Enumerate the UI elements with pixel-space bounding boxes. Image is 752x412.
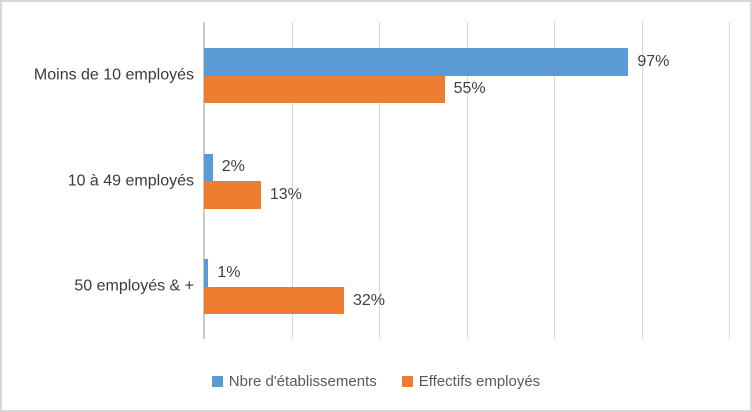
data-label: 55% bbox=[453, 80, 486, 98]
category-label: Moins de 10 employés bbox=[33, 66, 194, 84]
bar-series1-cat1 bbox=[204, 48, 629, 76]
bar-series2-cat1 bbox=[204, 75, 445, 103]
gridline bbox=[641, 22, 643, 339]
legend-item-establishments: Nbre d'établissements bbox=[211, 373, 377, 390]
data-label: 97% bbox=[637, 52, 670, 70]
data-label: 1% bbox=[217, 264, 241, 282]
bar-series1-cat3 bbox=[204, 259, 209, 287]
legend: Nbre d'établissements Effectifs employés bbox=[2, 373, 750, 390]
gridline bbox=[729, 22, 730, 339]
gridline bbox=[379, 22, 380, 339]
category-label: 10 à 49 employés bbox=[67, 171, 194, 189]
legend-item-employees: Effectifs employés bbox=[401, 373, 541, 390]
legend-marker-orange-icon bbox=[401, 376, 413, 387]
category-label: 50 employés & + bbox=[74, 277, 194, 295]
legend-marker-blue-icon bbox=[211, 376, 223, 387]
gridline bbox=[291, 22, 293, 339]
bar-series2-cat3 bbox=[204, 286, 344, 315]
data-label: 13% bbox=[269, 185, 302, 203]
legend-label-establishments: Nbre d'établissements bbox=[228, 373, 377, 390]
legend-label-employees: Effectifs employés bbox=[418, 373, 541, 390]
data-label: 2% bbox=[221, 158, 245, 176]
gridline bbox=[466, 22, 468, 339]
data-label: 32% bbox=[353, 291, 386, 309]
plot-area: 97% 55% 2% 13% 1% 32% bbox=[203, 22, 730, 339]
gridline bbox=[554, 22, 555, 339]
bar-series2-cat2 bbox=[204, 181, 261, 209]
bar-series1-cat2 bbox=[204, 153, 213, 182]
